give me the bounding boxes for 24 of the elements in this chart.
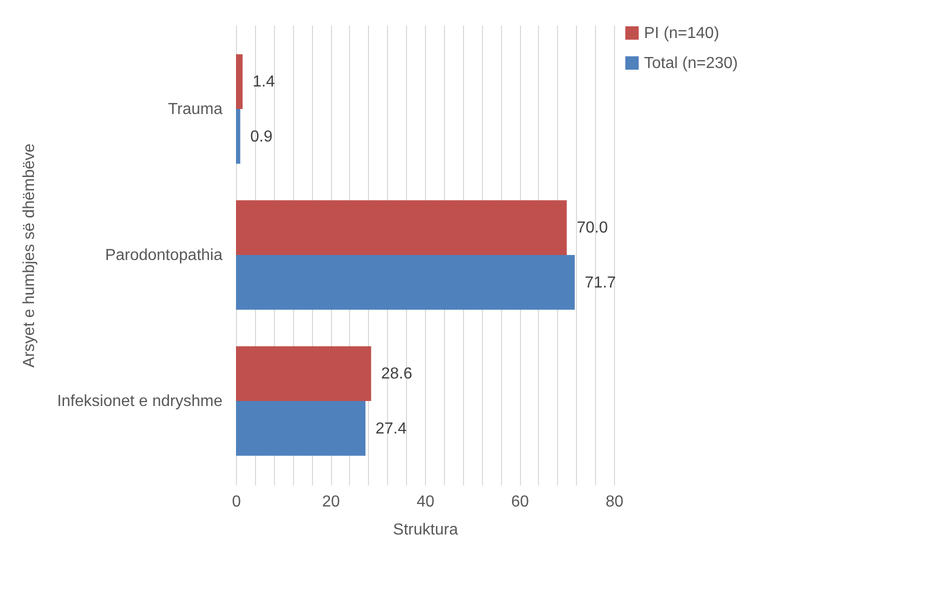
data-label: 70.0	[576, 220, 608, 237]
y-tick-label: Trauma	[168, 100, 223, 118]
y-tick-label: Parodontopathia	[105, 247, 223, 264]
data-label: 71.7	[584, 274, 616, 292]
x-tick-label: 0	[232, 494, 242, 510]
x-tick-label: 20	[322, 494, 340, 510]
x-tick-label: 60	[511, 494, 529, 510]
bar	[236, 346, 372, 402]
data-label: 1.4	[252, 74, 275, 91]
bar	[236, 200, 567, 255]
y-axis-title: Arsyet e humbjes së dhëmbëve	[21, 143, 38, 368]
bar	[236, 54, 243, 109]
y-tick-label: Infeksionet e ndryshme	[57, 393, 223, 410]
x-tick-label: 40	[416, 494, 434, 510]
data-label: 28.6	[381, 366, 412, 383]
data-label: 27.4	[375, 420, 407, 438]
legend-label: PI (n=140)	[644, 25, 720, 42]
bar	[236, 108, 240, 164]
legend-label: Total (n=230)	[644, 55, 738, 72]
bar	[236, 255, 575, 310]
x-axis-title: Struktura	[393, 522, 458, 538]
x-tick-label: 80	[606, 494, 624, 510]
data-label: 0.9	[250, 128, 273, 146]
bar	[236, 401, 366, 456]
